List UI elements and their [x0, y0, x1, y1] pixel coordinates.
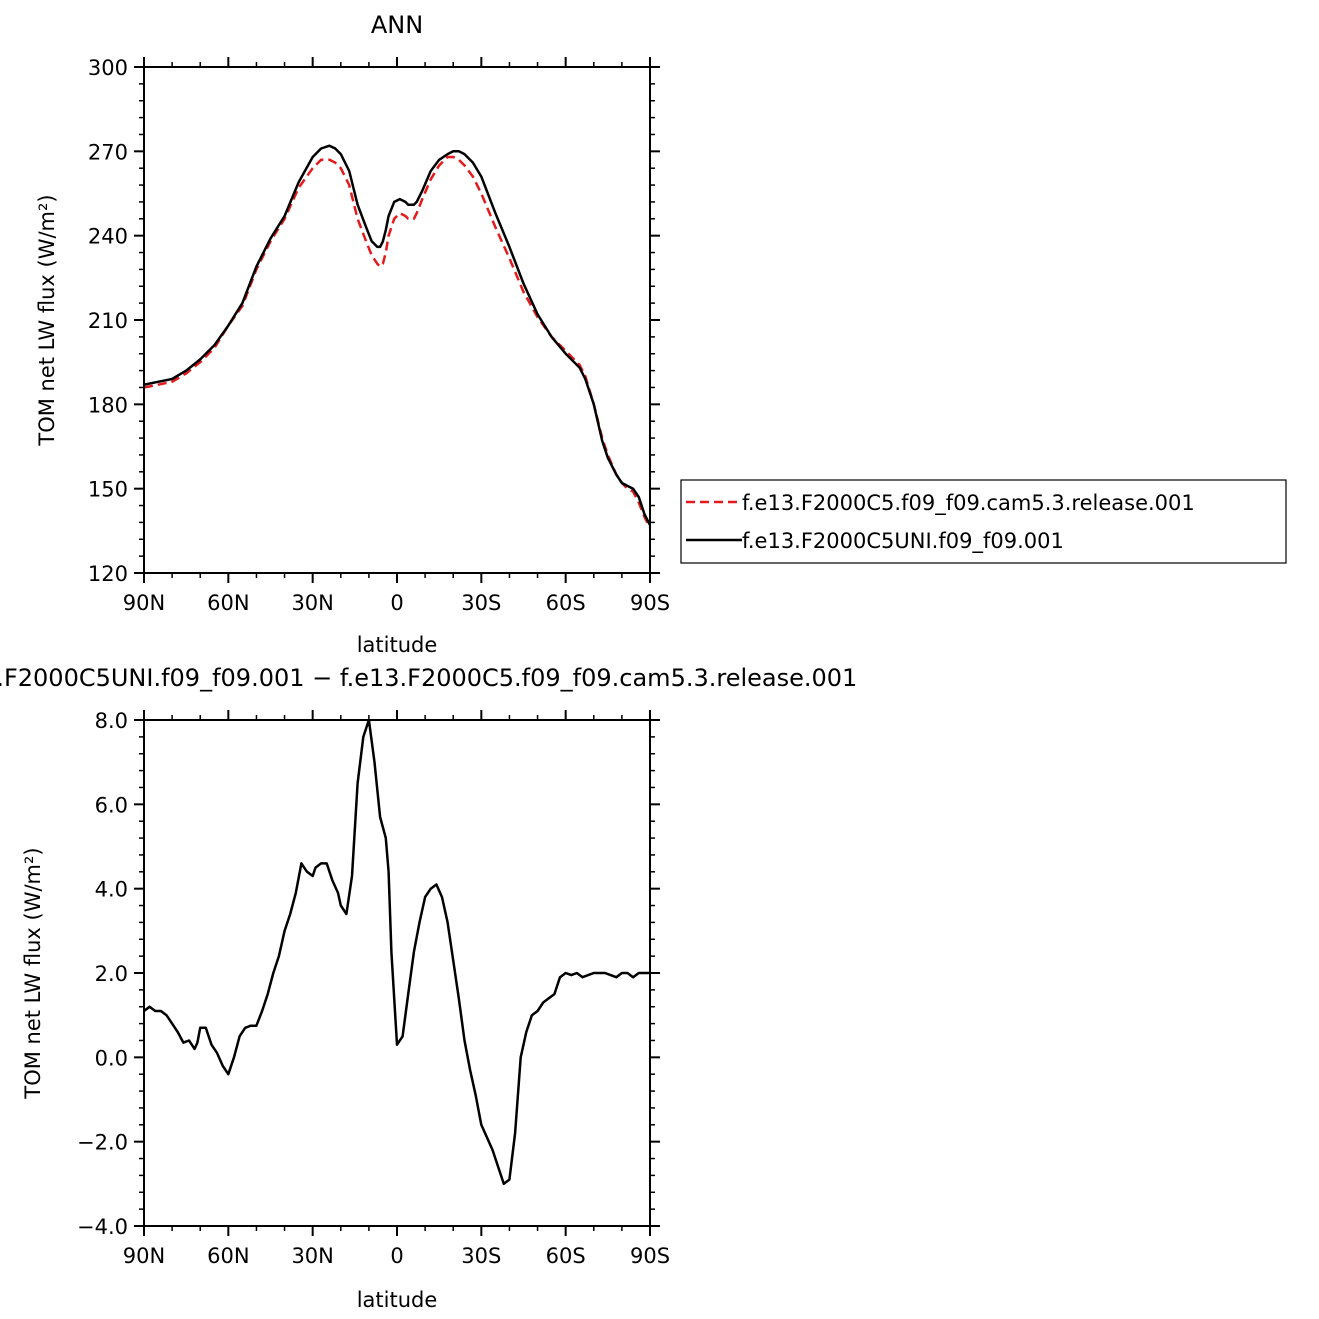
bottom-axis-ticks: 90N 60N 30N 0 30S 60S 90S −4.0 −2.0 0.0 2.0 4.0 6.0 8… — [77, 709, 670, 1268]
x-tick-label: 30N — [291, 1244, 333, 1268]
x-tick-label: 90N — [123, 1244, 165, 1268]
x-tick-label: 30S — [461, 591, 501, 615]
series-line-0-0 — [143, 155, 652, 529]
top-x-axis-label: latitude — [357, 633, 438, 657]
x-tick-label: 60N — [207, 1244, 249, 1268]
y-tick-label: 0.0 — [95, 1046, 128, 1070]
y-tick-label: 180 — [88, 393, 128, 417]
legend-label-uni: f.e13.F2000C5UNI.f09_f09.001 — [742, 529, 1064, 554]
x-tick-label: 90N — [123, 591, 165, 615]
x-tick-label: 90S — [630, 591, 670, 615]
x-tick-label: 0 — [390, 591, 403, 615]
x-tick-label: 0 — [390, 1244, 403, 1268]
legend: f.e13.F2000C5.f09_f09.cam5.3.release.001… — [680, 479, 1287, 564]
y-tick-label: 210 — [88, 309, 128, 333]
x-tick-label: 60N — [207, 591, 249, 615]
legend-label-release: f.e13.F2000C5.f09_f09.cam5.3.release.001 — [742, 491, 1195, 516]
top-panel: ANN TOM net LW flux (W/m²) latitude 90N 6… — [35, 11, 1287, 657]
x-tick-label: 90S — [630, 1244, 670, 1268]
bottom-x-axis-label: latitude — [357, 1288, 438, 1312]
series-line-1-0 — [143, 718, 650, 1186]
y-tick-label: 4.0 — [95, 878, 128, 902]
x-tick-label: 60S — [546, 1244, 586, 1268]
bottom-chart-title: f.e13.F2000C5UNI.f09_f09.001 − f.e13.F20… — [0, 664, 857, 692]
y-tick-label: 240 — [88, 225, 128, 249]
y-tick-label: 300 — [88, 56, 128, 80]
y-tick-label: −2.0 — [77, 1131, 128, 1155]
top-plot-frame — [143, 66, 651, 574]
legend-box — [680, 479, 1287, 564]
y-tick-label: 150 — [88, 478, 128, 502]
bottom-y-axis-label: TOM net LW flux (W/m²) — [21, 847, 45, 1099]
y-tick-label: −4.0 — [77, 1215, 128, 1239]
y-tick-label: 120 — [88, 562, 128, 586]
top-series-lines — [143, 144, 652, 529]
bottom-series-lines — [143, 718, 650, 1186]
x-tick-label: 30S — [461, 1244, 501, 1268]
top-chart-title: ANN — [371, 11, 423, 39]
y-tick-label: 6.0 — [95, 793, 128, 817]
x-tick-label: 60S — [546, 591, 586, 615]
series-line-0-1 — [143, 144, 652, 526]
top-y-axis-label: TOM net LW flux (W/m²) — [35, 194, 59, 446]
y-tick-label: 270 — [88, 140, 128, 164]
top-axis-ticks: 90N 60N 30N 0 30S 60S 90S 120 150 180 210 240 270 300 — [88, 56, 670, 615]
bottom-panel: f.e13.F2000C5UNI.f09_f09.001 − f.e13.F20… — [0, 664, 857, 1312]
y-tick-label: 2.0 — [95, 962, 128, 986]
y-tick-label: 8.0 — [95, 709, 128, 733]
x-tick-label: 30N — [291, 591, 333, 615]
